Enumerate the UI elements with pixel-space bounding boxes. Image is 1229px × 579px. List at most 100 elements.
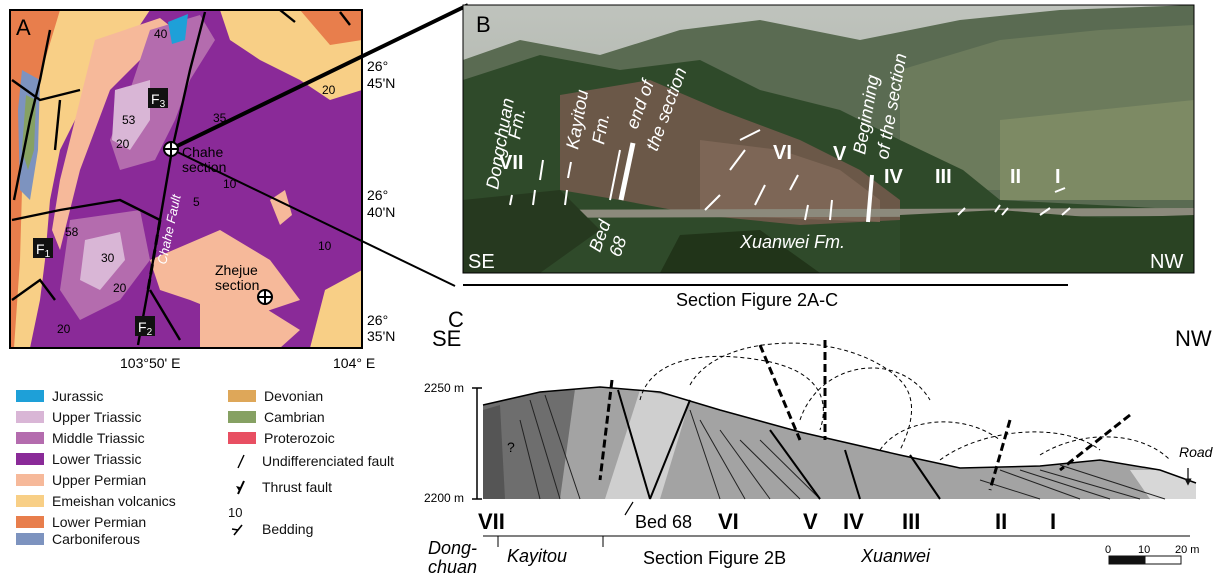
elevation-2200: 2200 m [424,491,464,505]
section-link-line [170,3,469,151]
formation-labels: Dong- chuan Kayitou Xuanwei [428,538,931,577]
section-text: 2250 m 2200 m ? Road [424,381,1214,505]
svg-text:45'N: 45'N [367,75,395,91]
legend-item-lower-permian: Lower Permian [16,513,146,531]
legend-item-bedding: 10 Bedding [228,505,314,539]
upper-permian-area [200,300,300,348]
svg-text:VII: VII [478,509,505,534]
svg-text:IV: IV [884,166,904,188]
geologic-map [9,3,469,349]
legend-item-thrust-fault: Thrust fault [228,478,332,496]
upper-triassic-area [112,80,150,150]
zhejue-label-2: section [215,277,259,293]
cross-section-profile [472,340,1197,516]
site-labels: Chahe section Zhejue section [182,144,259,293]
panel-label-a: A [16,15,31,40]
bed-68-marker [618,142,636,201]
svg-text:I: I [1055,166,1061,188]
road-label: Road [1179,444,1214,460]
thrust-fault-icon [236,480,245,495]
svg-text:10: 10 [318,239,332,253]
svg-text:5: 5 [193,195,200,209]
svg-text:58: 58 [65,225,79,239]
legend-item-proterozoic: Proterozoic [228,429,335,447]
outcrop-photo [463,5,1194,273]
lower-permian-swatch [16,516,44,528]
map-coordinates: 26° 45'N 26° 40'N 26° 35'N 103°50' E 104… [120,58,395,371]
svg-text:40: 40 [154,27,168,41]
fault-label-f1: F1 [36,241,51,260]
svg-text:20: 20 [116,137,130,151]
fault-label-f2: F2 [138,319,153,338]
svg-text:II: II [995,509,1007,534]
svg-text:20: 20 [322,83,336,97]
photo-unit-labels: VII VI V IV III II I [499,142,1061,188]
svg-text:26°: 26° [367,187,388,203]
svg-text:IV: IV [843,509,864,534]
svg-text:35: 35 [213,111,227,125]
emeishan-volcanics-area [310,270,362,348]
cambrian-swatch [228,411,256,423]
svg-text:10: 10 [1138,544,1150,556]
svg-text:Xuanwei: Xuanwei [860,546,931,566]
section-unit-labels: VII VI V IV III II I [478,509,1056,534]
devonian-swatch [228,390,256,402]
svg-text:III: III [902,509,920,534]
upper-permian-area [52,18,175,250]
legend-item-upper-permian: Upper Permian [16,471,146,489]
emeishan-swatch [16,495,44,507]
scale-labels: 0 10 20 m [1105,544,1199,556]
fault-line-icon [237,454,245,469]
section-caption: Section Figure 2A-C [676,290,838,310]
upper-triassic-swatch [16,411,44,423]
legend-item-undifferentiated-fault: Undifferenciated fault [228,452,394,470]
fault-label-f3: F3 [151,91,166,110]
svg-text:35'N: 35'N [367,328,395,344]
map-frame [9,9,363,349]
unknown-mark: ? [507,439,515,455]
elevation-2250: 2250 m [424,381,464,395]
thrust-fault-line [146,219,162,291]
photo-bed-traces [509,129,1071,221]
svg-text:20 m: 20 m [1175,544,1199,556]
svg-text:30: 30 [101,251,115,265]
photo-frame [462,4,1195,274]
photo-nw-label: NW [1150,251,1183,273]
svg-text:chuan: chuan [428,557,477,577]
bedding-dips: 40 53 20 35 20 10 5 58 30 20 10 20 [57,27,336,336]
svg-text:II: II [1010,166,1021,188]
scale-bar [1108,555,1182,565]
bedding-icon: 10 [228,505,256,539]
section-se-label: SE [432,326,461,351]
section-figure-2b-label: Section Figure 2B [643,548,786,568]
svg-text:I: I [1050,509,1056,534]
zhejue-label: Zhejue [215,262,258,278]
section-nw-label: NW [1175,326,1212,351]
carboniferous-swatch [16,533,44,545]
svg-text:VI: VI [718,509,739,534]
svg-text:0: 0 [1105,544,1111,556]
bed-68-label: Bed 68 [635,512,692,532]
svg-text:20: 20 [57,322,71,336]
svg-text:Kayitou: Kayitou [507,546,567,566]
svg-text:V: V [803,509,818,534]
svg-text:10: 10 [223,177,237,191]
svg-text:V: V [833,143,847,165]
svg-text:103°50' E: 103°50' E [120,355,180,371]
svg-text:VI: VI [773,142,792,164]
upper-triassic-area [80,232,125,290]
legend-item-carboniferous: Carboniferous [16,530,140,548]
panel-label-b: B [476,12,491,37]
legend-item-emeishan: Emeishan volcanics [16,492,176,510]
emeishan-volcanics-area [10,10,150,348]
svg-text:26°: 26° [367,312,388,328]
chahe-label: Chahe [182,144,223,160]
chahe-section-marker [163,141,179,157]
svg-text:VII: VII [499,152,523,174]
middle-triassic-swatch [16,432,44,444]
zhejue-section-marker [257,289,273,305]
proterozoic-swatch [228,432,256,444]
fault-labels: F1 F3 F2 [36,91,166,338]
fault-lines [11,10,351,346]
